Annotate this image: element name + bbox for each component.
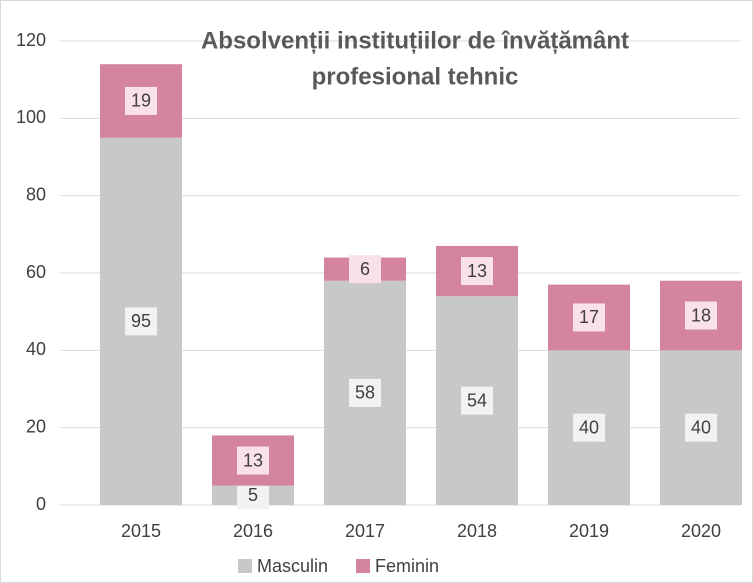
- x-tick-label: 2019: [569, 521, 609, 541]
- data-label: 13: [243, 450, 263, 470]
- y-tick-label: 40: [26, 339, 46, 359]
- data-label-box: [573, 413, 605, 442]
- y-tick-label: 120: [16, 30, 46, 50]
- data-label: 5: [248, 485, 258, 505]
- data-label-box: [125, 86, 157, 115]
- data-label-box: [125, 307, 157, 336]
- data-label: 19: [131, 91, 151, 111]
- y-tick-label: 100: [16, 107, 46, 127]
- legend-swatch: [238, 559, 252, 573]
- data-label: 40: [691, 417, 711, 437]
- data-label-box: [349, 255, 381, 284]
- x-tick-label: 2015: [121, 521, 161, 541]
- data-label-box: [685, 413, 717, 442]
- chart-title: Absolvenții instituțiilor de învățământ: [201, 27, 629, 54]
- x-tick-label: 2020: [681, 521, 721, 541]
- data-label-box: [685, 301, 717, 330]
- legend-label: Masculin: [257, 556, 328, 576]
- legend-label: Feminin: [375, 556, 439, 576]
- data-label-box: [573, 303, 605, 332]
- legend-swatch: [356, 559, 371, 573]
- y-tick-label: 80: [26, 184, 46, 204]
- data-label-box: [461, 386, 493, 415]
- data-label: 17: [579, 307, 599, 327]
- y-tick-label: 20: [26, 416, 46, 436]
- data-label: 6: [360, 259, 370, 279]
- data-label: 18: [691, 305, 711, 325]
- data-label-box: [237, 481, 269, 510]
- y-tick-label: 60: [26, 262, 46, 282]
- data-label-box: [461, 257, 493, 286]
- data-label: 13: [467, 261, 487, 281]
- data-label-box: [237, 446, 269, 475]
- x-tick-label: 2016: [233, 521, 273, 541]
- data-label-box: [349, 378, 381, 407]
- data-label: 95: [131, 311, 151, 331]
- x-tick-label: 2017: [345, 521, 385, 541]
- y-tick-label: 0: [36, 494, 46, 514]
- data-label: 54: [467, 390, 487, 410]
- x-tick-label: 2018: [457, 521, 497, 541]
- data-label: 58: [355, 383, 375, 403]
- chart-title: profesional tehnic: [312, 63, 519, 90]
- data-label: 40: [579, 417, 599, 437]
